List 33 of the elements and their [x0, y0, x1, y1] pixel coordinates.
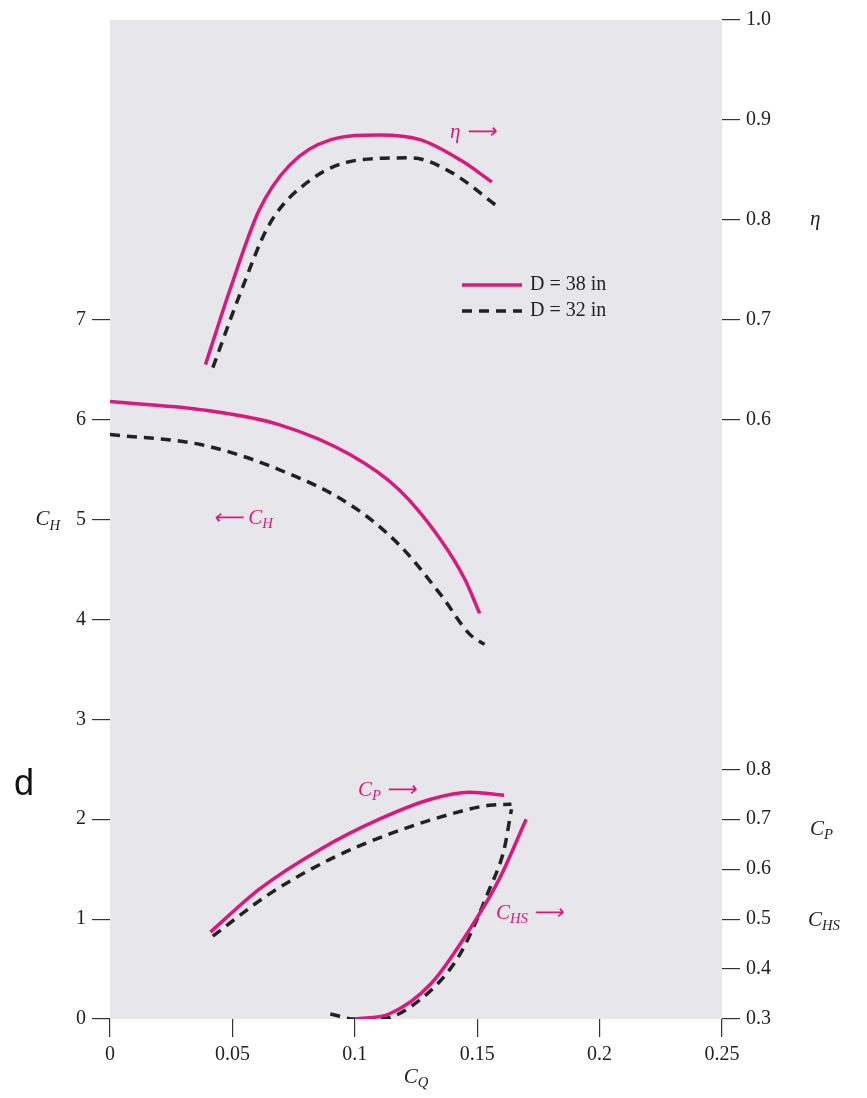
x-tick-label: 0 — [105, 1042, 115, 1065]
y2-tick-label: 0.6 — [746, 406, 771, 429]
legend-label: D = 32 in — [530, 298, 607, 321]
y-tick-label: 1 — [76, 906, 86, 929]
y2-tick-label: 0.7 — [746, 306, 771, 329]
line-series — [110, 399, 482, 616]
y-tick-label: 4 — [76, 606, 86, 629]
y-tick-label: 2 — [76, 806, 86, 829]
y3-tick-label: 0.6 — [746, 856, 771, 879]
y-tick-label: 3 — [76, 706, 86, 729]
x-tick-label: 0.2 — [587, 1042, 613, 1065]
y2-axis-title: η — [810, 206, 821, 231]
annotation: η ⟶ — [450, 118, 497, 143]
y-tick-label: 7 — [76, 306, 86, 329]
y3-tick-label: 0.3 — [746, 1006, 771, 1029]
line-series — [110, 432, 487, 647]
x-tick-label: 0.15 — [459, 1042, 495, 1065]
y2-tick-label: 0.8 — [746, 207, 771, 230]
x-tick-label: 0.05 — [214, 1042, 250, 1065]
y3-tick-label: 0.7 — [746, 806, 771, 829]
y3-tick-label: 0.4 — [746, 956, 771, 979]
x-tick-label: 0.1 — [342, 1042, 368, 1065]
y-tick-label: 6 — [76, 406, 86, 429]
y3-tick-label: 0.5 — [746, 906, 771, 929]
y2-tick-label: 0.9 — [746, 107, 771, 130]
y3-tick-label: 0.8 — [746, 756, 771, 779]
line-series — [353, 817, 528, 1019]
y-tick-label: 0 — [76, 1006, 86, 1029]
x-tick-label: 0.25 — [704, 1042, 740, 1065]
legend-label: D = 38 in — [530, 272, 607, 295]
y2-tick-label: 1.0 — [746, 7, 771, 30]
y-tick-label: 5 — [76, 506, 86, 529]
text: d — [14, 761, 35, 803]
